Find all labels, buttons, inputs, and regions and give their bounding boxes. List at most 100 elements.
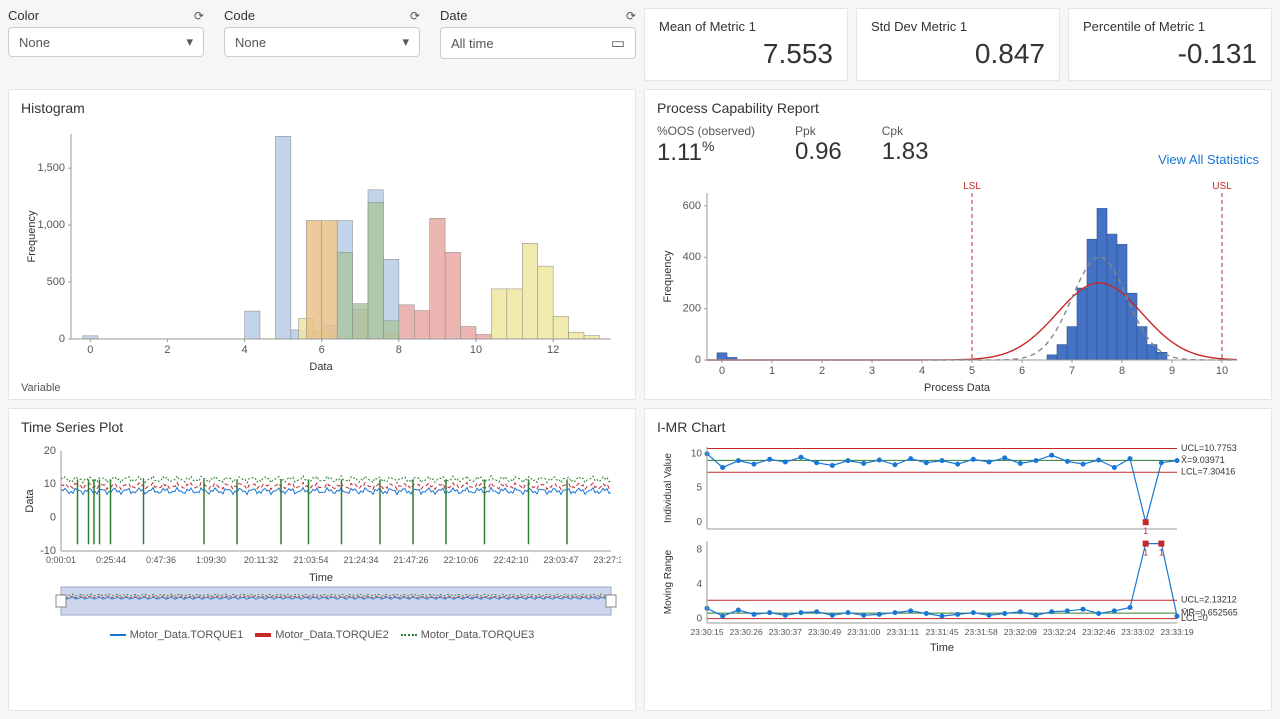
view-all-stats-link[interactable]: View All Statistics [1158,152,1259,167]
cap-oos-value: 1.11% [657,138,755,167]
imr-chart: 0510UCL=10.7753X̄=9.03971LCL=7.304161Ind… [657,443,1257,653]
svg-text:21:47:26: 21:47:26 [393,555,428,565]
svg-text:22:10:06: 22:10:06 [443,555,478,565]
svg-text:23:31:11: 23:31:11 [887,627,920,637]
svg-text:6: 6 [319,344,325,356]
svg-text:Frequency: Frequency [26,210,38,262]
svg-text:LCL=7.30416: LCL=7.30416 [1181,467,1235,477]
metric-stddev-value: 0.847 [871,38,1045,70]
svg-text:21:03:54: 21:03:54 [293,555,328,565]
timeseries-chart: -10010200:00:010:25:440:47:361:09:3020:1… [21,443,621,583]
svg-text:23:32:46: 23:32:46 [1082,627,1115,637]
svg-text:0:25:44: 0:25:44 [96,555,126,565]
svg-text:LSL: LSL [963,181,981,192]
svg-text:LCL=0: LCL=0 [1181,613,1208,623]
cap-cpk-value: 1.83 [882,138,929,166]
svg-text:2: 2 [164,344,170,356]
filter-date-value: All time [451,36,494,51]
metric-percentile-value: -0.131 [1083,38,1257,70]
refresh-icon[interactable]: ⟳ [410,9,420,23]
filter-color-value: None [19,35,50,50]
metric-stddev-label: Std Dev Metric 1 [871,19,1045,34]
svg-text:600: 600 [683,200,701,212]
imr-title: I-MR Chart [657,419,1259,435]
cap-oos-label: %OOS (observed) [657,124,755,138]
svg-text:0: 0 [696,517,702,528]
imr-panel: I-MR Chart 0510UCL=10.7753X̄=9.03971LCL=… [644,408,1272,711]
svg-text:8: 8 [1119,365,1125,377]
cap-cpk-label: Cpk [882,124,929,138]
svg-text:9: 9 [1169,365,1175,377]
svg-text:23:30:26: 23:30:26 [730,627,763,637]
svg-text:7: 7 [1069,365,1075,377]
capability-panel: Process Capability Report %OOS (observed… [644,89,1272,400]
svg-text:UCL=2.13212: UCL=2.13212 [1181,595,1237,605]
svg-text:1:09:30: 1:09:30 [196,555,226,565]
filter-color-label: Color [8,8,39,23]
svg-text:3: 3 [869,365,875,377]
svg-text:23:31:00: 23:31:00 [847,627,880,637]
filter-color: Color ⟳ None ▾ [8,8,204,81]
svg-text:10: 10 [44,478,56,490]
svg-text:Time: Time [930,642,954,653]
filter-date: Date ⟳ All time ▭ [440,8,636,81]
refresh-icon[interactable]: ⟳ [194,9,204,23]
svg-text:0: 0 [695,354,701,366]
calendar-icon: ▭ [611,34,625,52]
svg-text:12: 12 [547,344,559,356]
chevron-down-icon: ▾ [186,34,193,50]
histogram-chart: 05001,0001,500024681012DataFrequency [21,124,621,374]
timeseries-panel: Time Series Plot -10010200:00:010:25:440… [8,408,636,711]
svg-text:20: 20 [44,445,56,457]
svg-text:23:30:15: 23:30:15 [690,627,723,637]
svg-text:23:32:09: 23:32:09 [1004,627,1037,637]
svg-text:0: 0 [87,344,93,356]
svg-text:22:42:10: 22:42:10 [493,555,528,565]
svg-text:23:30:37: 23:30:37 [769,627,802,637]
cap-ppk-label: Ppk [795,124,842,138]
histogram-title: Histogram [21,100,623,116]
svg-text:X̄=9.03971: X̄=9.03971 [1181,455,1225,465]
svg-text:5: 5 [969,365,975,377]
capability-chart: 0200400600012345678910LSLUSLProcess Data… [657,175,1257,395]
svg-text:10: 10 [470,344,482,356]
svg-text:Data: Data [309,361,333,373]
svg-text:Time: Time [309,572,333,583]
svg-text:Individual Value: Individual Value [663,453,674,523]
filter-date-select[interactable]: All time ▭ [440,27,636,59]
metric-percentile-label: Percentile of Metric 1 [1083,19,1257,34]
svg-text:Data: Data [24,489,36,513]
svg-text:23:32:24: 23:32:24 [1043,627,1076,637]
svg-text:8: 8 [696,544,702,555]
svg-text:0:47:36: 0:47:36 [146,555,176,565]
svg-text:0: 0 [59,333,65,345]
svg-text:23:33:02: 23:33:02 [1121,627,1154,637]
svg-text:4: 4 [696,579,702,590]
svg-text:1: 1 [1143,548,1148,558]
svg-text:UCL=10.7753: UCL=10.7753 [1181,443,1237,453]
timeseries-title: Time Series Plot [21,419,623,435]
cap-ppk-value: 0.96 [795,138,842,166]
metric-mean: Mean of Metric 1 7.553 [644,8,848,81]
svg-text:4: 4 [919,365,925,377]
svg-text:6: 6 [1019,365,1025,377]
histogram-legend-title: Variable [21,382,623,394]
svg-text:10: 10 [1216,365,1228,377]
svg-text:Frequency: Frequency [662,250,674,302]
filter-date-label: Date [440,8,467,23]
svg-text:1,500: 1,500 [37,162,65,174]
svg-text:5: 5 [696,483,702,494]
svg-text:23:31:58: 23:31:58 [965,627,998,637]
filter-code: Code ⟳ None ▾ [224,8,420,81]
filter-code-select[interactable]: None ▾ [224,27,420,57]
svg-text:Process Data: Process Data [924,382,991,394]
timeseries-brush[interactable] [21,583,621,623]
svg-text:23:31:45: 23:31:45 [925,627,958,637]
svg-text:23:30:49: 23:30:49 [808,627,841,637]
refresh-icon[interactable]: ⟳ [626,9,636,23]
filter-color-select[interactable]: None ▾ [8,27,204,57]
svg-text:1,000: 1,000 [37,219,65,231]
svg-text:23:03:47: 23:03:47 [543,555,578,565]
svg-text:21:24:34: 21:24:34 [343,555,378,565]
metric-percentile: Percentile of Metric 1 -0.131 [1068,8,1272,81]
